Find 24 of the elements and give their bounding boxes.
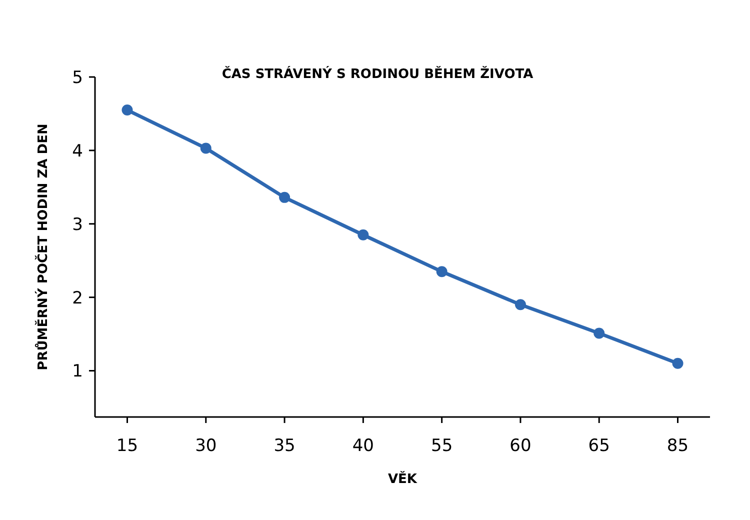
x-tick-label: 30 [195,436,217,456]
point [514,299,526,310]
x-axis-title: VĚK [388,470,418,487]
y-tick-label: 4 [72,141,83,162]
x-tick-label: 40 [352,436,374,456]
y-tick-label: 1 [72,362,83,382]
point [436,266,448,278]
point [358,229,369,240]
y-tick-label: 3 [72,214,83,235]
y-axis-title: PRŮMĚRNÝ POČET HODIN ZA DEN [34,124,51,370]
x-tick-label: 35 [274,436,296,456]
point [279,192,290,203]
y-tick-label: 2 [72,288,83,308]
y-tick-label: 5 [72,68,83,88]
x-tick-label: 55 [431,436,453,456]
x-tick-label: 85 [666,436,689,456]
x-tick-label: 65 [588,436,610,456]
point [672,358,684,369]
point [122,104,133,116]
point [200,142,212,154]
x-tick-label: 60 [510,436,532,456]
x-tick-label: 15 [116,436,138,456]
chart-title: ČAS STRÁVENÝ S RODINOU BĚHEM ŽIVOTA [222,65,534,82]
point [594,328,605,339]
